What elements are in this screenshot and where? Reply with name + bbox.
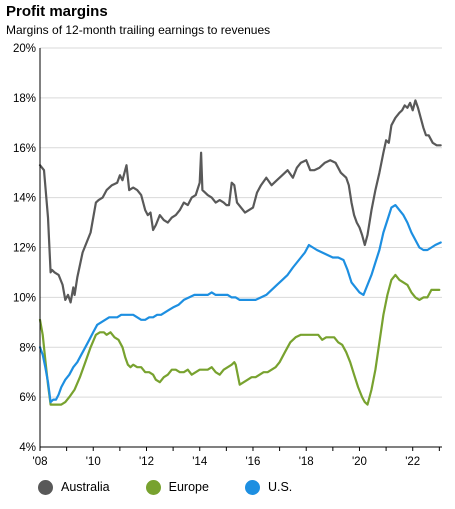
legend-label: U.S. xyxy=(267,480,293,494)
x-tick-label: '16 xyxy=(245,456,260,468)
y-tick-label: 16% xyxy=(13,143,36,155)
y-tick-label: 4% xyxy=(19,442,36,454)
legend-item-u-s: U.S. xyxy=(244,479,293,495)
series-line-australia xyxy=(38,99,442,304)
legend-label: Australia xyxy=(61,480,110,494)
grid-lines xyxy=(40,47,442,448)
legend-swatch xyxy=(145,479,161,495)
x-tick-label: '14 xyxy=(192,456,208,468)
x-tick-label: '18 xyxy=(299,456,314,468)
y-tick-label: 20% xyxy=(13,43,36,55)
series-line-europe xyxy=(38,273,441,406)
legend-item-europe: Europe xyxy=(145,479,209,495)
series-line-u-s xyxy=(38,204,442,404)
x-tick-label: '08 xyxy=(33,456,48,468)
y-tick-label: 14% xyxy=(13,193,36,205)
x-tick-label: '20 xyxy=(352,456,367,468)
legend-swatch xyxy=(244,479,260,495)
y-tick-label: 6% xyxy=(19,392,36,404)
legend-item-australia: Australia xyxy=(38,479,110,495)
y-tick-label: 18% xyxy=(13,93,36,105)
x-tick-label: '12 xyxy=(139,456,154,468)
chart-title: Profit margins xyxy=(6,3,108,20)
y-tick-label: 12% xyxy=(13,243,36,255)
series-lines xyxy=(38,99,442,406)
y-tick-label: 8% xyxy=(19,342,36,354)
line-chart: 4% 6% 8% 10% 12% 14% 16% 18% 20% '08 '10 '12 '14 '16 '… xyxy=(13,43,442,468)
axes: 4% 6% 8% 10% 12% 14% 16% 18% 20% '08 '10 '12 '14 '16 '… xyxy=(13,43,442,468)
y-tick-label: 10% xyxy=(13,292,36,304)
legend-swatch xyxy=(38,479,53,495)
legend-label: Europe xyxy=(168,480,209,494)
x-tick-label: '22 xyxy=(405,456,420,468)
legend: Australia Europe U.S. xyxy=(38,476,328,498)
chart-subtitle: Margins of 12-month trailing earnings to… xyxy=(6,23,271,37)
x-tick-label: '10 xyxy=(86,456,101,468)
